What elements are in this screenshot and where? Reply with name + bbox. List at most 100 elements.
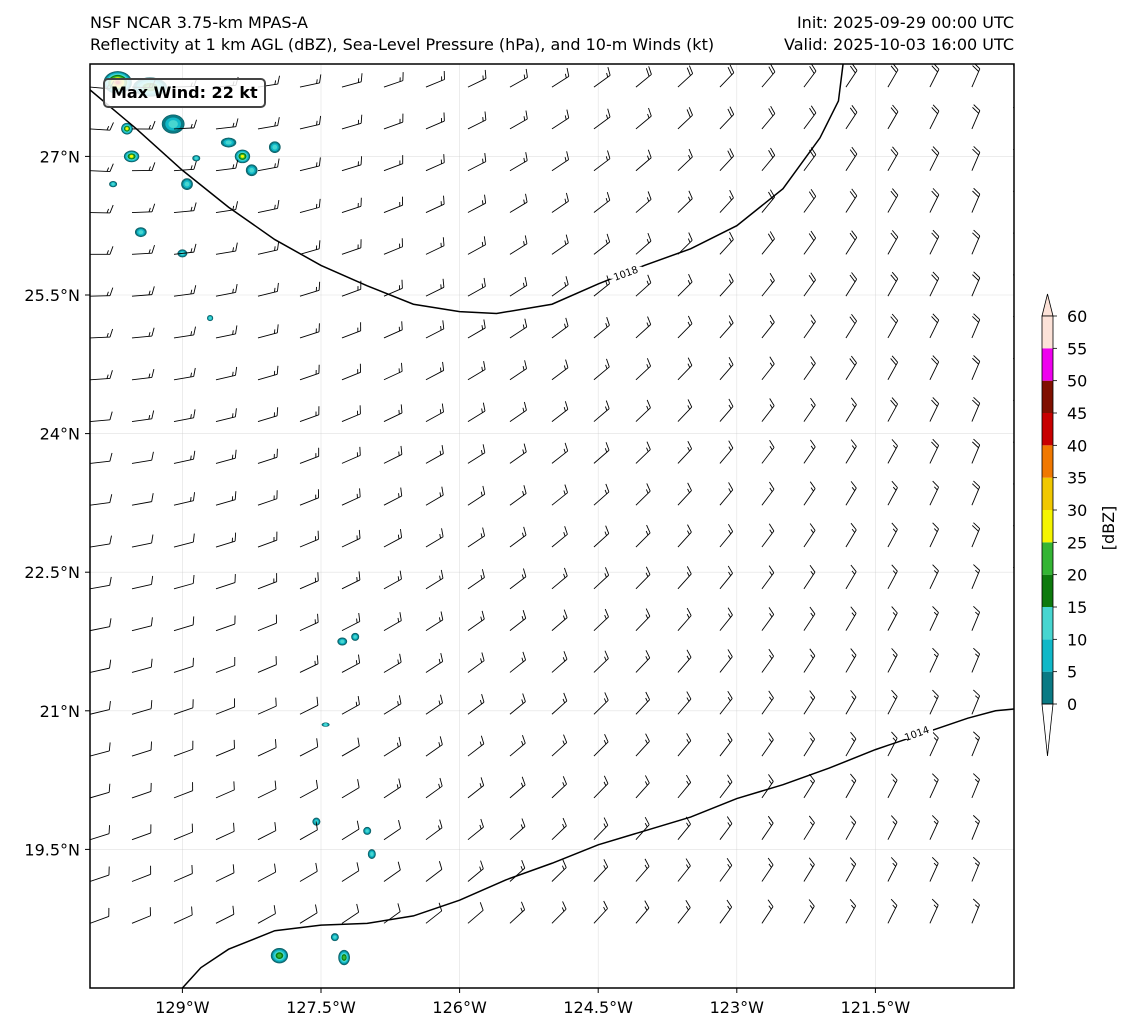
- lon-tick-label: 123°W: [710, 998, 765, 1017]
- wind-barb: [215, 242, 238, 255]
- echo-cell: [123, 150, 140, 163]
- wind-barb: [257, 531, 278, 548]
- wind-barb: [593, 150, 611, 172]
- wind-barb: [677, 65, 694, 88]
- wind-barb: [131, 782, 152, 799]
- wind-barb: [803, 439, 816, 464]
- wind-barb: [677, 900, 691, 924]
- colorbar-tick-label: 0: [1067, 695, 1077, 714]
- wind-barb: [845, 731, 857, 757]
- wind-barb: [215, 408, 237, 423]
- wind-barb: [467, 361, 486, 381]
- wind-barb: [887, 188, 899, 213]
- wind-barb: [173, 574, 195, 590]
- wind-barb: [341, 73, 363, 88]
- lon-tick-label: 124.5°W: [563, 998, 633, 1017]
- wind-barb: [131, 493, 154, 506]
- wind-barb: [90, 535, 112, 548]
- wind-barb: [257, 324, 279, 339]
- wind-barb: [467, 610, 485, 632]
- wind-barb: [719, 440, 734, 464]
- colorbar-tick-label: 40: [1067, 436, 1087, 455]
- wind-barb: [131, 575, 154, 590]
- wind-barb: [635, 316, 652, 339]
- wind-barb: [383, 72, 404, 88]
- wind-barb: [299, 364, 320, 381]
- colorbar-tick-label: 30: [1067, 501, 1087, 520]
- wind-barb: [635, 232, 652, 255]
- wind-barb: [803, 272, 816, 297]
- colorbar-tick-label: 60: [1067, 307, 1087, 326]
- wind-barb: [257, 282, 279, 297]
- wind-barb: [761, 272, 775, 297]
- wind-barb: [90, 618, 112, 632]
- wind-barb: [929, 229, 940, 255]
- wind-barb: [635, 566, 651, 590]
- isobar-line: [90, 64, 844, 315]
- wind-barb: [551, 276, 569, 297]
- field-description: Reflectivity at 1 km AGL (dBZ), Sea-Leve…: [90, 35, 715, 54]
- wind-barb: [467, 569, 485, 590]
- wind-barb: [761, 648, 774, 673]
- wind-barb: [635, 733, 650, 757]
- wind-barb: [341, 322, 362, 339]
- wind-barb: [887, 397, 898, 422]
- wind-barb: [425, 154, 445, 172]
- wind-barb: [677, 607, 692, 631]
- wind-barb: [467, 402, 486, 422]
- wind-barb: [425, 653, 444, 673]
- wind-barb: [803, 64, 817, 88]
- wind-barb: [845, 690, 857, 715]
- wind-barb: [90, 328, 114, 339]
- wind-barb: [467, 818, 484, 841]
- wind-barb: [383, 404, 403, 422]
- wind-barb: [425, 486, 444, 506]
- colorbar-segment: [1042, 316, 1053, 349]
- wind-barb: [803, 606, 816, 631]
- wind-barb: [90, 742, 111, 757]
- wind-barb: [90, 907, 110, 924]
- wind-barb: [635, 149, 652, 172]
- wind-barb: [845, 564, 857, 590]
- wind-barb: [803, 732, 816, 757]
- wind-barb: [929, 522, 939, 548]
- wind-barb: [971, 355, 981, 380]
- wind-barb: [1013, 857, 1014, 882]
- wind-barb: [341, 654, 361, 673]
- wind-barb: [845, 481, 857, 506]
- wind-barb: [761, 690, 774, 715]
- wind-barb: [383, 612, 402, 632]
- wind-barb: [257, 365, 279, 381]
- wind-barb: [845, 606, 857, 631]
- echo-cell: [161, 114, 185, 134]
- wind-barb: [173, 657, 194, 673]
- wind-barb: [215, 325, 238, 339]
- wind-barb: [215, 822, 235, 841]
- wind-barb: [929, 647, 939, 673]
- wind-barb: [971, 187, 981, 213]
- wind-barb: [425, 736, 443, 757]
- wind-barb: [341, 446, 361, 464]
- wind-barb: [929, 146, 940, 171]
- wind-barb: [467, 860, 484, 882]
- wind-barb: [131, 865, 152, 882]
- wind-barbs-layer: [90, 64, 1014, 924]
- lat-tick-label: 19.5°N: [24, 840, 80, 859]
- wind-barb: [383, 445, 403, 464]
- wind-barb: [887, 689, 898, 715]
- wind-barb: [215, 615, 236, 632]
- wind-barb: [215, 739, 235, 757]
- wind-barb: [929, 355, 940, 380]
- wind-barb: [593, 400, 610, 422]
- wind-barb: [257, 697, 277, 715]
- wind-barb: [593, 317, 610, 339]
- wind-barb: [719, 607, 733, 631]
- wind-barb: [761, 147, 776, 172]
- wind-barb: [593, 442, 610, 464]
- wind-barb: [509, 610, 527, 631]
- wind-barb: [299, 281, 321, 297]
- wind-barb: [341, 156, 363, 172]
- wind-barb: [551, 817, 567, 841]
- wind-barb: [551, 442, 569, 464]
